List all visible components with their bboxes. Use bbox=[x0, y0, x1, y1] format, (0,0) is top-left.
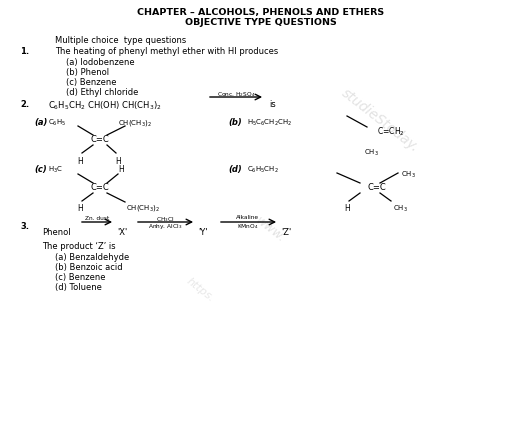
Text: The product ‘Z’ is: The product ‘Z’ is bbox=[42, 242, 116, 251]
Text: studieStoday.: studieStoday. bbox=[339, 85, 421, 154]
Text: www.: www. bbox=[253, 214, 288, 245]
Text: 2.: 2. bbox=[20, 100, 29, 109]
Text: C=C: C=C bbox=[367, 184, 386, 193]
Text: C=CH$_2$: C=CH$_2$ bbox=[377, 126, 405, 138]
Text: (d) Toluene: (d) Toluene bbox=[55, 283, 102, 292]
Text: 'Y': 'Y' bbox=[198, 228, 208, 237]
Text: Conc. H$_2$SO$_4$: Conc. H$_2$SO$_4$ bbox=[217, 90, 255, 99]
Text: 'Z': 'Z' bbox=[281, 228, 291, 237]
Text: H$_5$C$_6$CH$_2$CH$_2$: H$_5$C$_6$CH$_2$CH$_2$ bbox=[247, 118, 292, 128]
Text: C$_6$H$_5$: C$_6$H$_5$ bbox=[48, 118, 66, 128]
Text: (d): (d) bbox=[228, 165, 242, 174]
Text: H$_3$C: H$_3$C bbox=[48, 165, 63, 175]
Text: (c) Benzene: (c) Benzene bbox=[55, 273, 105, 282]
Text: 3.: 3. bbox=[20, 222, 29, 231]
Text: H: H bbox=[344, 204, 350, 213]
Text: https.: https. bbox=[184, 276, 216, 304]
Text: H: H bbox=[77, 157, 83, 166]
Text: (a) Iodobenzene: (a) Iodobenzene bbox=[66, 58, 135, 67]
Text: is: is bbox=[269, 100, 276, 109]
Text: CH(CH$_3$)$_2$: CH(CH$_3$)$_2$ bbox=[118, 118, 152, 128]
Text: Zn. dust: Zn. dust bbox=[85, 216, 109, 221]
Text: 'X': 'X' bbox=[117, 228, 127, 237]
Text: Alkaline: Alkaline bbox=[236, 215, 259, 220]
Text: H: H bbox=[77, 204, 83, 213]
Text: (c): (c) bbox=[34, 165, 47, 174]
Text: H: H bbox=[115, 157, 121, 166]
Text: CH$_3$: CH$_3$ bbox=[393, 204, 408, 214]
Text: (b) Phenol: (b) Phenol bbox=[66, 68, 109, 77]
Text: C=C: C=C bbox=[91, 136, 110, 145]
Text: C$_6$H$_5$CH$_2$: C$_6$H$_5$CH$_2$ bbox=[247, 165, 279, 175]
Text: CH$_3$Cl: CH$_3$Cl bbox=[156, 215, 174, 224]
Text: Phenol: Phenol bbox=[42, 228, 70, 237]
Text: Multiple choice  type questions: Multiple choice type questions bbox=[55, 36, 186, 45]
Text: (c) Benzene: (c) Benzene bbox=[66, 78, 116, 87]
Text: (a) Benzaldehyde: (a) Benzaldehyde bbox=[55, 253, 129, 262]
Text: C=C: C=C bbox=[91, 184, 110, 193]
Text: CH$_3$: CH$_3$ bbox=[401, 170, 416, 180]
Text: C$_6$H$_5$CH$_2$ CH(OH) CH(CH$_3$)$_2$: C$_6$H$_5$CH$_2$ CH(OH) CH(CH$_3$)$_2$ bbox=[48, 100, 161, 112]
Text: KMnO$_4$: KMnO$_4$ bbox=[237, 222, 259, 231]
Text: CH$_3$: CH$_3$ bbox=[363, 148, 378, 158]
Text: (b): (b) bbox=[228, 118, 242, 127]
Text: H: H bbox=[118, 165, 124, 174]
Text: (a): (a) bbox=[34, 118, 48, 127]
Text: (d) Ethyl chloride: (d) Ethyl chloride bbox=[66, 88, 138, 97]
Text: OBJECTIVE TYPE QUESTIONS: OBJECTIVE TYPE QUESTIONS bbox=[185, 18, 337, 27]
Text: Anhy. AlCl$_3$: Anhy. AlCl$_3$ bbox=[148, 222, 182, 231]
Text: CHAPTER – ALCOHOLS, PHENOLS AND ETHERS: CHAPTER – ALCOHOLS, PHENOLS AND ETHERS bbox=[137, 8, 385, 17]
Text: CH(CH$_3$)$_2$: CH(CH$_3$)$_2$ bbox=[126, 203, 160, 213]
Text: 1.: 1. bbox=[20, 47, 29, 56]
Text: (b) Benzoic acid: (b) Benzoic acid bbox=[55, 263, 123, 272]
Text: The heating of phenyl methyl ether with HI produces: The heating of phenyl methyl ether with … bbox=[55, 47, 278, 56]
